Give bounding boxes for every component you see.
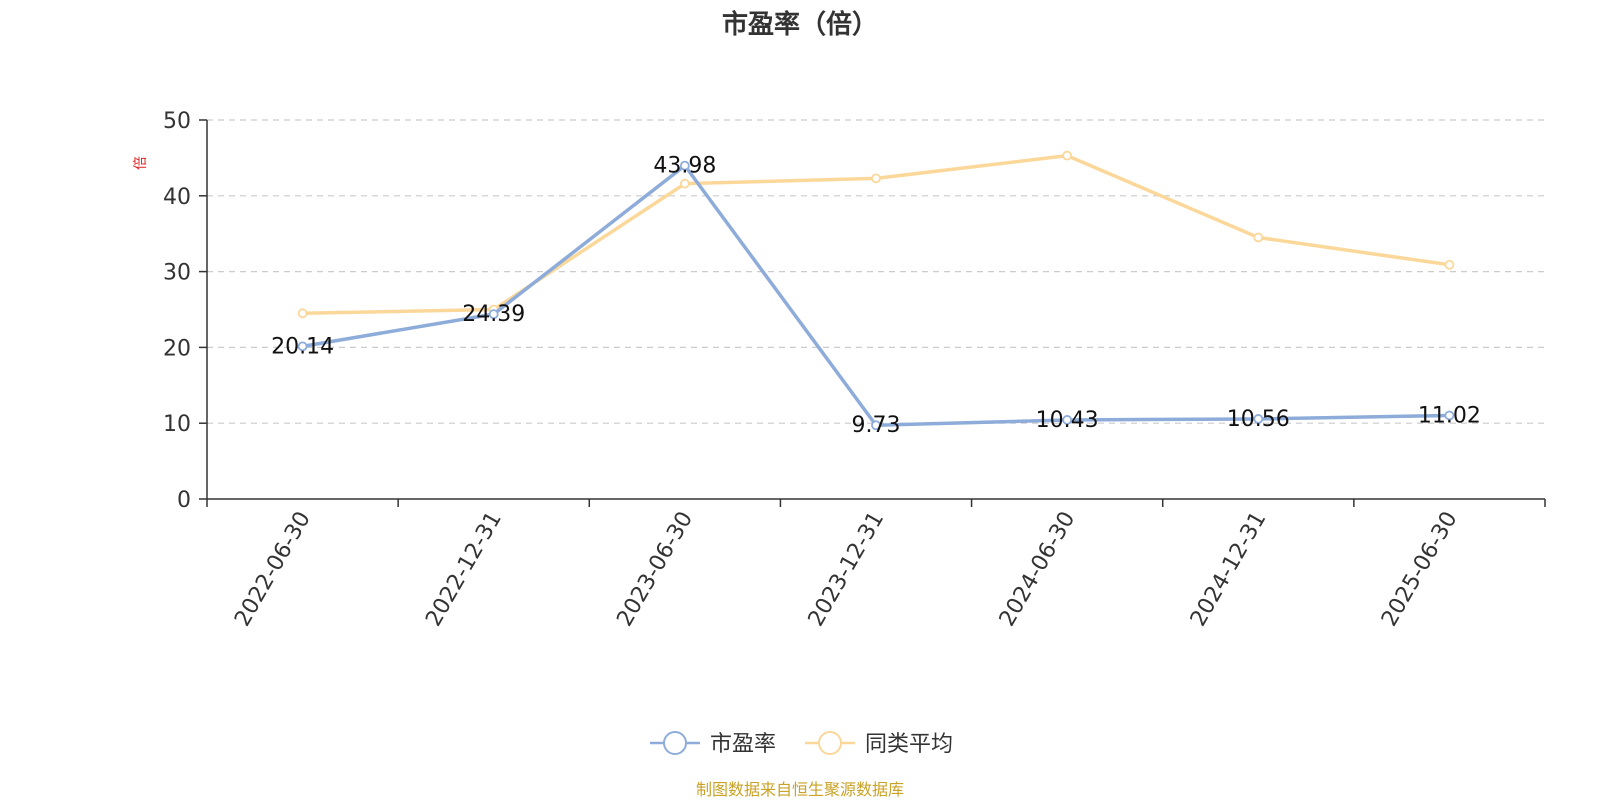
x-tick-label: 2023-12-31 <box>804 508 890 631</box>
series-line-0 <box>300 163 1452 427</box>
data-label: 9.73 <box>852 413 901 438</box>
axes: 0 10 20 30 40 50 2022-06-30 2022-12-31 2023-06-3… <box>163 109 1546 631</box>
source-note: 制图数据来自恒生聚源数据库 <box>696 780 904 799</box>
grid-lines <box>207 119 1545 424</box>
data-point <box>1444 259 1455 270</box>
x-tick-label: 2023-06-30 <box>612 508 698 631</box>
data-label: 10.43 <box>1036 408 1099 433</box>
x-tick-label: 2024-12-31 <box>1186 508 1272 631</box>
y-tick-label: 40 <box>163 185 191 210</box>
y-tick-label: 0 <box>177 488 191 513</box>
y-tick-label: 20 <box>163 336 191 361</box>
data-point <box>871 173 881 184</box>
data-label: 11.02 <box>1418 403 1481 428</box>
data-label: 24.39 <box>462 302 525 327</box>
legend-label[interactable]: 同类平均 <box>865 732 953 757</box>
legend-marker[interactable] <box>663 731 687 755</box>
data-point <box>488 309 499 320</box>
y-axis-label: 倍 <box>133 156 149 170</box>
data-point <box>679 178 690 189</box>
data-point <box>297 308 308 319</box>
data-label: 10.56 <box>1227 407 1290 432</box>
data-point <box>297 341 308 352</box>
data-point <box>1253 232 1264 243</box>
x-tick-label: 2025-06-30 <box>1377 508 1463 631</box>
y-tick-label: 10 <box>163 412 191 437</box>
legend-marker[interactable] <box>818 731 842 755</box>
data-point <box>1062 415 1073 425</box>
data-label: 43.98 <box>653 154 716 179</box>
data-point <box>1444 410 1455 421</box>
x-tick-label: 2022-06-30 <box>230 508 316 631</box>
series-lines <box>297 150 1455 431</box>
legend-label[interactable]: 市盈率 <box>710 732 776 757</box>
y-tick-label: 30 <box>163 261 191 286</box>
data-labels: 20.14 24.39 43.98 9.73 10.43 10.56 11.02 <box>271 154 1481 439</box>
legend[interactable]: 市盈率 同类平均 <box>650 731 953 757</box>
data-point <box>679 160 690 171</box>
x-tick-label: 2022-12-31 <box>421 508 507 631</box>
chart-title: 市盈率（倍） <box>722 9 878 40</box>
data-point <box>1062 150 1073 161</box>
data-label: 20.14 <box>271 334 334 359</box>
y-tick-label: 50 <box>163 109 191 134</box>
data-point <box>1253 414 1264 424</box>
x-tick-label: 2024-06-30 <box>995 508 1081 631</box>
data-point <box>871 420 881 431</box>
